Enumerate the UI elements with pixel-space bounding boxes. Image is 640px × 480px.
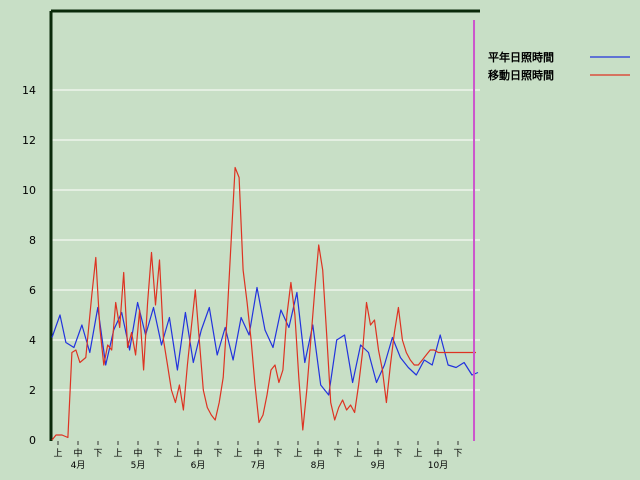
- x-tick-label: 下: [453, 449, 462, 459]
- series-line-0: [51, 286, 479, 396]
- x-tick-label: 上: [413, 448, 422, 459]
- x-tick-label: 上: [173, 448, 182, 459]
- month-label: 8月: [311, 460, 326, 471]
- x-tick-label: 中: [313, 447, 322, 459]
- x-tick-label: 下: [333, 449, 342, 459]
- x-tick-label: 下: [153, 449, 162, 459]
- y-tick-label: 6: [29, 284, 36, 297]
- month-label: 9月: [371, 460, 386, 471]
- x-tick-label: 上: [233, 448, 242, 459]
- x-tick-label: 中: [373, 447, 382, 459]
- x-tick-labels: 上中下上中下上中下上中下上中下上中下上中下: [53, 441, 463, 459]
- gridlines: [52, 89, 480, 391]
- month-label: 6月: [191, 460, 206, 471]
- month-labels: 4月 5月 6月 7月 8月 9月 10月: [71, 460, 449, 471]
- x-tick-label: 上: [113, 448, 122, 459]
- y-tick-label: 2: [29, 384, 36, 397]
- x-tick-label: 上: [293, 448, 302, 459]
- y-tick-label: 12: [22, 134, 36, 147]
- x-tick-label: 中: [193, 447, 202, 459]
- x-tick-label: 下: [93, 449, 102, 459]
- month-label: 10月: [428, 460, 448, 471]
- x-tick-label: 中: [433, 447, 442, 459]
- month-label: 4月: [71, 460, 86, 471]
- x-tick-label: 中: [253, 447, 262, 459]
- x-tick-label: 中: [133, 447, 142, 459]
- x-tick-label: 下: [213, 449, 222, 459]
- month-label: 7月: [251, 460, 266, 471]
- legend-label: 平年日照時間: [488, 50, 554, 64]
- x-tick-label: 上: [53, 448, 62, 459]
- series-line-1: [51, 166, 476, 441]
- x-tick-label: 中: [73, 447, 82, 459]
- y-tick-label: 4: [29, 334, 36, 347]
- y-tick-label: 10: [22, 184, 36, 197]
- month-label: 5月: [131, 460, 146, 471]
- legend-label: 移動日照時間: [488, 68, 554, 82]
- y-tick-label: 0: [29, 434, 36, 447]
- series-lines: [51, 166, 479, 441]
- y-tick-label: 8: [29, 234, 36, 247]
- y-tick-label: 14: [22, 84, 36, 97]
- y-tick-labels: 0 2 4 6 8 10 12 14: [22, 84, 36, 447]
- x-tick-label: 下: [273, 449, 282, 459]
- axes: [49, 9, 480, 441]
- x-tick-label: 上: [353, 448, 362, 459]
- x-tick-label: 下: [393, 449, 402, 459]
